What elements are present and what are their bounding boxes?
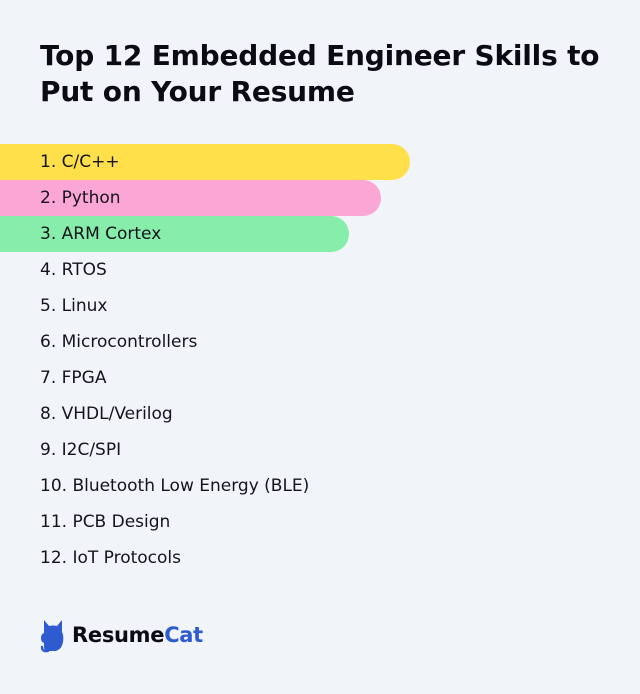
skill-label: 8. VHDL/Verilog xyxy=(40,404,173,424)
brand-name-part2: Cat xyxy=(164,623,203,647)
list-item: 5. Linux xyxy=(0,288,640,324)
list-item: 9. I2C/SPI xyxy=(0,432,640,468)
list-item: 1. C/C++ xyxy=(0,144,640,180)
cat-icon xyxy=(40,616,66,654)
skills-list: 1. C/C++ 2. Python 3. ARM Cortex 4. RTOS… xyxy=(0,144,640,576)
skill-label: 6. Microcontrollers xyxy=(40,332,198,352)
highlight-bar xyxy=(0,144,410,180)
skill-label: 3. ARM Cortex xyxy=(40,224,162,244)
brand-logo: ResumeCat xyxy=(40,616,203,654)
list-item: 10. Bluetooth Low Energy (BLE) xyxy=(0,468,640,504)
list-item: 3. ARM Cortex xyxy=(0,216,640,252)
list-item: 4. RTOS xyxy=(0,252,640,288)
skill-label: 2. Python xyxy=(40,188,121,208)
highlight-bar xyxy=(0,216,349,252)
skill-label: 10. Bluetooth Low Energy (BLE) xyxy=(40,476,310,496)
brand-name-part1: Resume xyxy=(72,623,165,647)
skill-label: 11. PCB Design xyxy=(40,512,171,532)
skill-label: 9. I2C/SPI xyxy=(40,440,122,460)
skill-label: 7. FPGA xyxy=(40,368,107,388)
skill-label: 5. Linux xyxy=(40,296,108,316)
list-item: 6. Microcontrollers xyxy=(0,324,640,360)
list-item: 8. VHDL/Verilog xyxy=(0,396,640,432)
highlight-bar xyxy=(0,180,381,216)
brand-name: ResumeCat xyxy=(72,623,203,647)
skill-label: 1. C/C++ xyxy=(40,152,120,172)
list-item: 11. PCB Design xyxy=(0,504,640,540)
skill-label: 12. IoT Protocols xyxy=(40,548,182,568)
list-item: 2. Python xyxy=(0,180,640,216)
skill-label: 4. RTOS xyxy=(40,260,107,280)
page-title: Top 12 Embedded Engineer Skills to Put o… xyxy=(40,39,600,108)
list-item: 12. IoT Protocols xyxy=(0,540,640,576)
list-item: 7. FPGA xyxy=(0,360,640,396)
